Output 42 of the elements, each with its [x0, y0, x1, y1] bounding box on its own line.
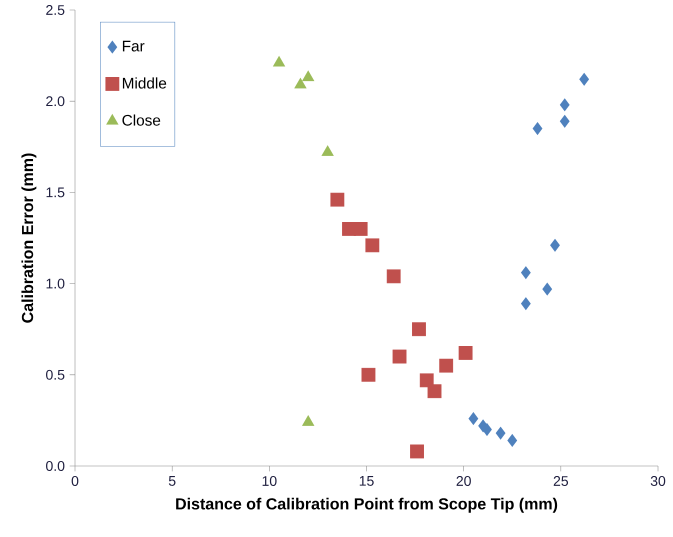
point — [520, 266, 531, 280]
point — [365, 238, 380, 252]
y-axis-title: Calibration Error (mm) — [21, 153, 36, 323]
point — [507, 434, 518, 447]
point — [532, 122, 542, 135]
point — [468, 412, 478, 425]
x-tick-label: 30 — [650, 476, 666, 486]
legend-label: Middle — [122, 77, 166, 89]
y-tick-label: 1.5 — [46, 188, 64, 198]
legend-label: Close — [122, 114, 160, 126]
point — [302, 70, 314, 82]
point — [362, 368, 376, 382]
point — [386, 269, 401, 284]
y-tick-label: 1.0 — [46, 278, 64, 289]
point — [354, 222, 368, 236]
x-tick-label: 10 — [262, 476, 277, 486]
point — [520, 297, 531, 310]
point — [560, 98, 570, 112]
y-tick-label: 2.0 — [46, 96, 64, 106]
point — [458, 346, 473, 360]
point — [579, 72, 590, 86]
x-tick-label: 5 — [168, 476, 176, 486]
point — [482, 423, 492, 436]
y-tick-label: 0.0 — [46, 461, 64, 471]
x-tick-label: 20 — [456, 476, 471, 486]
x-axis-title: Distance of Calibration Point from Scope Tip (mm) — [176, 498, 558, 513]
point — [560, 114, 570, 128]
y-tick-label: 0.5 — [46, 370, 64, 380]
x-tick-label: 25 — [554, 476, 568, 486]
x-tick-label: 15 — [360, 476, 374, 486]
legend-label: Far — [122, 40, 144, 52]
point — [410, 444, 424, 458]
point — [412, 322, 426, 336]
point — [392, 350, 406, 364]
point — [542, 282, 552, 296]
point — [496, 426, 506, 440]
y-tick-label: 2.5 — [46, 5, 64, 15]
point — [439, 358, 454, 373]
point — [550, 238, 560, 252]
x-tick-label: 0 — [72, 476, 78, 486]
point — [428, 384, 442, 398]
point — [330, 192, 344, 207]
